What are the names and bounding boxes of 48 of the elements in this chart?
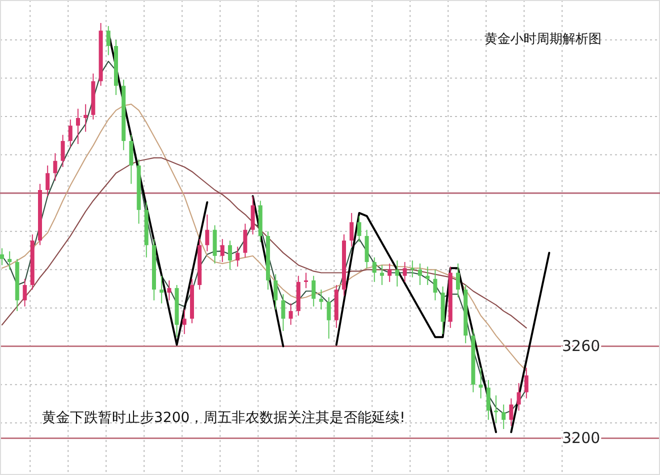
annotation: 黄金下跌暂时止步3200，周五非农数据关注其是否能延续! bbox=[42, 410, 406, 426]
candlestick bbox=[402, 262, 407, 282]
candlestick bbox=[350, 212, 354, 248]
candlestick bbox=[456, 263, 460, 298]
candlestick bbox=[243, 223, 248, 258]
candlestick bbox=[426, 266, 430, 286]
candlestick bbox=[281, 294, 286, 332]
candlestick bbox=[8, 250, 12, 270]
candlestick bbox=[312, 275, 316, 307]
candlestick bbox=[478, 367, 483, 399]
candlestick bbox=[53, 152, 58, 182]
candlestick bbox=[274, 274, 278, 310]
candlestick bbox=[228, 240, 232, 270]
candlestick bbox=[410, 260, 414, 278]
candlestick bbox=[524, 367, 528, 399]
candlestick bbox=[236, 246, 240, 268]
candlestick bbox=[433, 269, 438, 301]
candlestick bbox=[357, 216, 362, 243]
candlestick bbox=[60, 134, 65, 168]
candlestick bbox=[395, 260, 400, 288]
candlestick bbox=[84, 104, 88, 132]
candlestick bbox=[76, 108, 80, 145]
candlestick bbox=[0, 248, 4, 266]
candlestick bbox=[220, 238, 224, 263]
line-series bbox=[1, 104, 527, 372]
candlestick bbox=[22, 278, 27, 307]
candlestick bbox=[486, 380, 490, 420]
candlestick bbox=[205, 214, 210, 252]
candlestick bbox=[319, 289, 324, 310]
text: 黄金小时周期解析图 bbox=[484, 32, 602, 47]
candlestick bbox=[304, 272, 308, 289]
candlestick bbox=[372, 256, 376, 282]
candlestick bbox=[182, 309, 186, 335]
candlestick bbox=[502, 404, 506, 430]
candlestick bbox=[516, 382, 521, 412]
candlestick bbox=[46, 164, 50, 197]
candlestick bbox=[326, 296, 331, 340]
candlestick bbox=[494, 394, 498, 424]
candlestick bbox=[288, 302, 293, 326]
line-series bbox=[1, 157, 527, 328]
candlestick bbox=[68, 119, 72, 148]
candlestick bbox=[388, 263, 392, 282]
candlestick bbox=[167, 280, 172, 301]
candlestick bbox=[509, 398, 514, 426]
candlestick bbox=[106, 26, 110, 56]
candlestick bbox=[160, 275, 164, 304]
candlestick bbox=[380, 264, 384, 286]
candlestick bbox=[418, 263, 422, 286]
